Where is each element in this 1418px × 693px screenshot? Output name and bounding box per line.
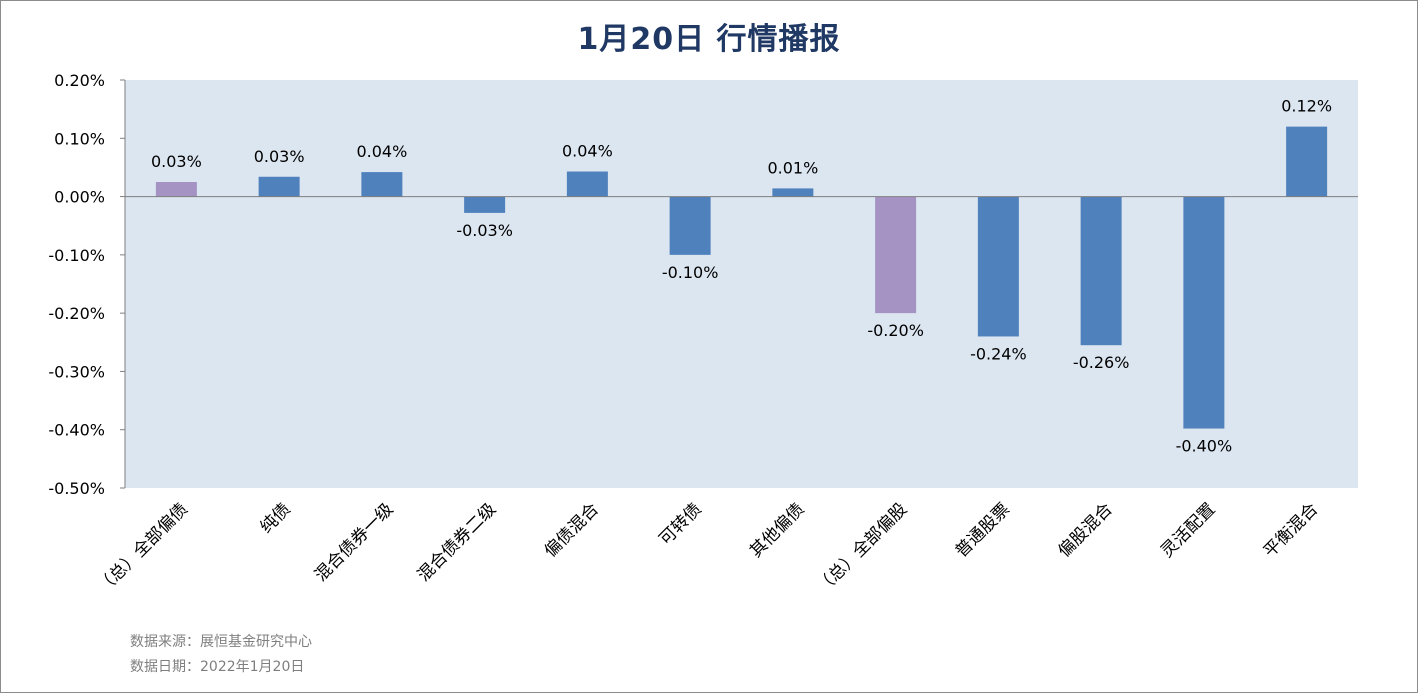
y-tick-label: 0.00%: [54, 188, 105, 207]
category-label: 偏债混合: [541, 499, 603, 561]
plot-area: [125, 80, 1358, 488]
bar: [566, 171, 608, 197]
y-tick-label: -0.50%: [48, 479, 105, 498]
data-label: -0.03%: [456, 221, 513, 240]
y-axis: 0.20% 0.10% 0.00% -0.10% -0.20% -0.30% -0.40% -…: [48, 71, 126, 498]
bar: [875, 196, 917, 314]
bar: [258, 176, 300, 197]
data-label: 0.03%: [151, 152, 202, 171]
data-label: 0.04%: [356, 142, 407, 161]
category-label: 混合债券一级: [311, 499, 397, 585]
category-label: （总）全部偏债: [94, 499, 192, 597]
data-label: 0.04%: [562, 142, 613, 161]
data-label: -0.26%: [1073, 353, 1130, 372]
data-label: 0.03%: [254, 147, 305, 166]
bars: [125, 126, 1358, 429]
category-label: 普通股票: [952, 499, 1014, 561]
bar: [1183, 196, 1225, 429]
y-tick-label: -0.40%: [48, 421, 105, 440]
bar: [464, 196, 506, 213]
data-label: -0.24%: [970, 344, 1027, 363]
category-label: （总）全部偏股: [813, 499, 911, 597]
y-tick-label: -0.30%: [48, 362, 105, 381]
category-label: 其他偏债: [746, 499, 808, 561]
y-tick-label: 0.10%: [54, 129, 105, 148]
category-label: 混合债券二级: [414, 499, 500, 585]
category-label: 纯债: [256, 499, 294, 537]
y-tick-label: -0.10%: [48, 246, 105, 265]
bar: [1080, 196, 1122, 346]
data-source-note: 数据来源：展恒基金研究中心: [130, 634, 312, 650]
x-axis-labels: （总）全部偏债 纯债 混合债券一级 混合债券二级 偏债混合 可转债 其他偏债 （总）全部偏股普…: [94, 499, 1323, 597]
bar: [1286, 126, 1328, 197]
bar: [669, 196, 711, 255]
data-date-note: 数据日期：2022年1月20日: [130, 659, 305, 675]
bar: [361, 172, 403, 197]
y-tick-label: -0.20%: [48, 304, 105, 323]
category-label: 平衡混合: [1260, 499, 1322, 561]
data-label: -0.20%: [867, 321, 924, 340]
data-label: 0.01%: [767, 158, 818, 177]
category-label: 灵活配置: [1157, 499, 1219, 561]
data-labels: 0.03% 0.03% 0.04% -0.03% 0.04% -0.10% 0.01% -0.…: [151, 97, 1332, 456]
category-label: 偏股混合: [1054, 499, 1116, 561]
bar: [977, 196, 1019, 337]
data-label: -0.10%: [662, 263, 719, 282]
chart-title: 1月20日 行情播报: [577, 22, 841, 57]
data-label: -0.40%: [1176, 437, 1233, 456]
data-label: 0.12%: [1281, 97, 1332, 116]
bar: [155, 182, 197, 197]
y-tick-label: 0.20%: [54, 71, 105, 90]
bar: [772, 188, 814, 197]
category-label: 可转债: [655, 499, 705, 549]
